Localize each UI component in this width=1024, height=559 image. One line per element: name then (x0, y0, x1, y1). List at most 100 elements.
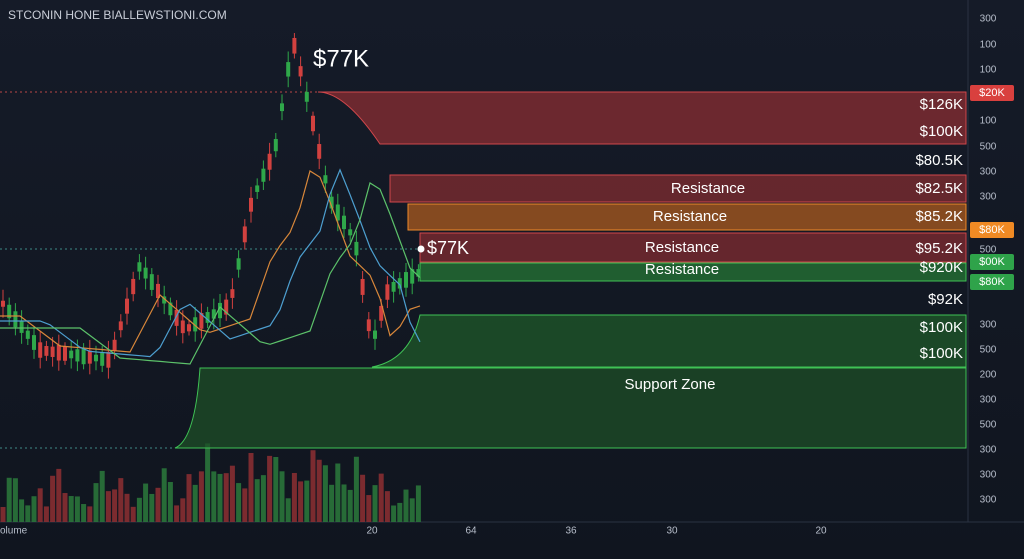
volume-bar (409, 498, 415, 522)
candle-body (7, 304, 12, 319)
moving-average (0, 182, 421, 365)
volume-bar (260, 475, 266, 522)
volume-bar (37, 488, 43, 522)
volume-bar (217, 473, 223, 522)
volume-bar (167, 482, 173, 522)
x-axis-label: 30 (666, 526, 678, 537)
candle-body (32, 335, 36, 350)
zone-label: Resistance (645, 239, 719, 256)
candle-body (298, 66, 303, 77)
candle-body (187, 324, 191, 332)
volume-bar (372, 485, 378, 522)
candle-body (360, 278, 365, 295)
y-axis-label: 100 (980, 65, 997, 76)
price-label: $126K (920, 96, 963, 113)
volume-bar (316, 459, 322, 522)
candle-body (199, 313, 204, 329)
candle-body (87, 350, 92, 364)
volume-bar (310, 450, 316, 522)
moving-average (0, 170, 421, 353)
candle-body (335, 204, 340, 221)
volume-bar (341, 484, 347, 522)
resistance-zone (317, 91, 967, 145)
resistance-zone (419, 232, 967, 263)
y-axis-label: 100 (980, 116, 997, 127)
volume-bar (31, 496, 37, 522)
volume-bar (403, 489, 409, 522)
volume-bar (211, 471, 217, 522)
support-zone (174, 367, 967, 449)
candle-body (230, 289, 235, 298)
resistance-zone (407, 203, 967, 231)
y-axis-label: 500 (980, 420, 997, 431)
volume-bar (6, 477, 12, 522)
volume-bar (205, 443, 211, 522)
candle-body (112, 339, 117, 352)
candle-body (292, 37, 297, 54)
candle-body (366, 319, 371, 332)
candle-body (218, 302, 222, 319)
support-zone (371, 314, 967, 368)
volume-bar (161, 468, 167, 522)
header-title: STCONIN HONE BIALLEWSTIONI.COM (8, 8, 227, 22)
candle-body (168, 302, 173, 316)
candle-body (143, 267, 148, 279)
volume-bars (0, 443, 421, 522)
volume-bar (248, 452, 254, 522)
volume-bar (74, 496, 80, 522)
x-axis-label: 64 (465, 526, 477, 537)
volume-bar (19, 499, 25, 522)
candle-body (391, 281, 396, 292)
volume-bar (118, 478, 124, 522)
volume-bar (198, 471, 204, 522)
candle-body (25, 330, 30, 339)
candle-body (379, 305, 384, 321)
y-axis-label: 300 (980, 495, 997, 506)
volume-bar (397, 502, 403, 522)
volume-bar (192, 484, 198, 522)
candle-body (81, 348, 86, 365)
resistance-zone (389, 174, 967, 203)
candle-body (149, 274, 154, 290)
candle-body (156, 283, 160, 299)
peak-price: $77K (313, 45, 369, 72)
volume-bar (43, 506, 49, 522)
candle-body (416, 269, 421, 277)
volume-bar (12, 478, 18, 522)
candle-body (242, 226, 247, 243)
volume-bar (360, 474, 366, 522)
volume-bar (335, 463, 341, 522)
candle-body (249, 197, 253, 212)
candle-body (118, 321, 123, 331)
candle-body (125, 298, 129, 314)
x-axis-label: 20 (815, 526, 827, 537)
volume-bar (0, 507, 6, 522)
candle-body (50, 346, 55, 357)
volume-bar (298, 481, 304, 522)
candle-body (63, 346, 67, 361)
candle-body (224, 299, 229, 315)
volume-bar (267, 455, 273, 522)
candle-body (236, 258, 241, 270)
x-axis-label: 36 (565, 526, 577, 537)
y-axis-label: 300 (980, 470, 997, 481)
volume-bar (87, 506, 93, 522)
candle-body (397, 278, 402, 289)
candle-body (131, 278, 136, 295)
candle-body (69, 350, 74, 359)
volume-bar (254, 479, 260, 522)
candle-body (1, 300, 5, 307)
price-tag (970, 222, 1014, 238)
candle-body (106, 351, 111, 368)
price-tag-label: $80K (979, 276, 1005, 288)
volume-bar (304, 480, 310, 522)
candle-body (193, 317, 198, 332)
volume-bar (242, 488, 248, 522)
moving-average (0, 168, 421, 358)
candle-body (267, 153, 272, 170)
candle-body (94, 354, 98, 362)
price-tag (970, 254, 1014, 270)
y-axis-label: 100 (980, 40, 997, 51)
volume-bar (384, 491, 390, 522)
volume-bar (391, 505, 397, 522)
